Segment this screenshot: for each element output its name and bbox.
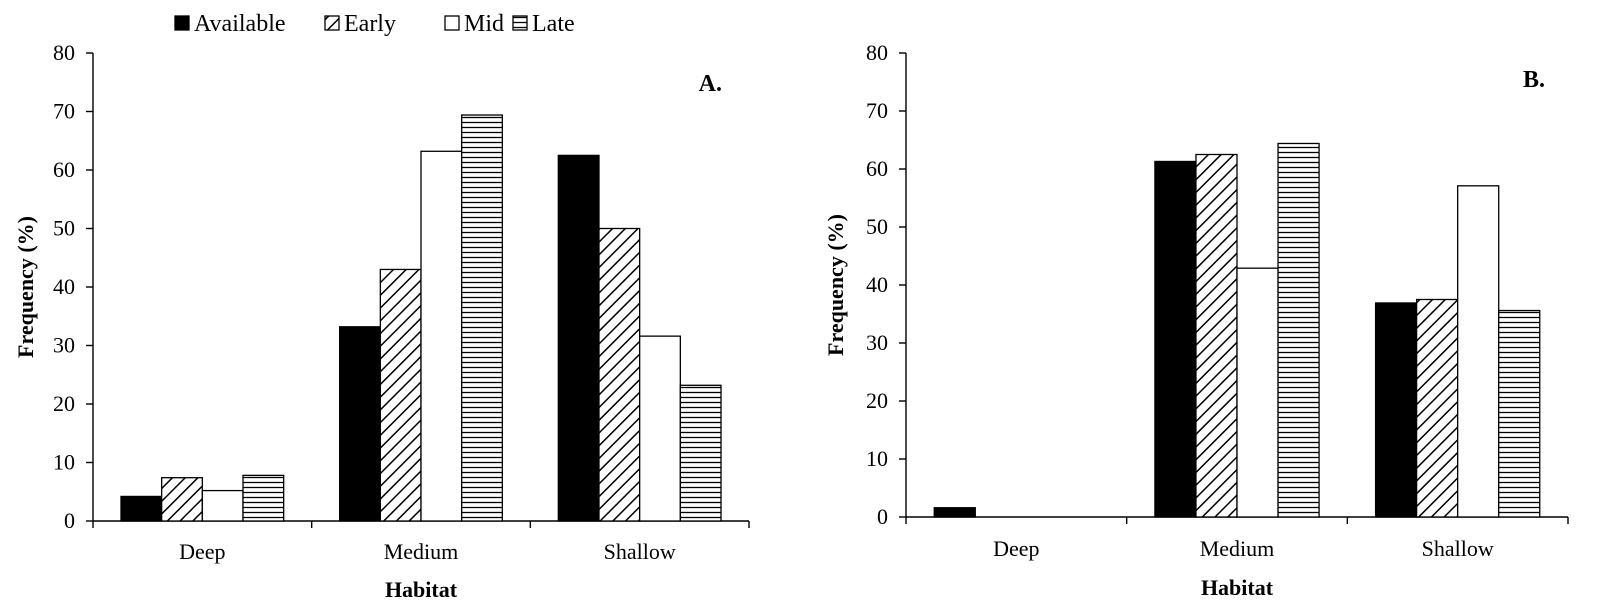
x-tick-label-medium: Medium	[1200, 536, 1275, 561]
y-tick-label: 0	[877, 504, 888, 529]
x-tick-label-deep: Deep	[179, 539, 225, 564]
y-axis-title: Frequency (%)	[13, 216, 38, 358]
y-axis-title: Frequency (%)	[823, 214, 848, 356]
x-tick-label-shallow: Shallow	[1422, 536, 1494, 561]
bar-early-shallow	[1415, 298, 1459, 518]
y-tick-label: 50	[866, 214, 888, 239]
x-tick-label-medium: Medium	[384, 539, 459, 564]
bar-early-shallow	[598, 227, 641, 522]
chart-panel-a: 0 10 20 30 40 50 60 70 80 Deep Medium Shallow Habita…	[13, 40, 750, 602]
y-tick-label: 50	[53, 216, 75, 241]
bar-early-medium	[379, 268, 422, 522]
legend-label-late: Late	[532, 11, 575, 37]
y-tick-label: 60	[866, 156, 888, 181]
x-tick-label-shallow: Shallow	[604, 539, 676, 564]
bar-available-shallow	[1374, 302, 1418, 518]
legend-item-late: Late	[512, 11, 575, 37]
bar-available-deep	[933, 507, 976, 518]
panel-label: B.	[1523, 67, 1545, 93]
y-tick-label: 30	[53, 333, 75, 358]
bar-available-shallow	[557, 154, 600, 522]
y-tick-label: 40	[53, 274, 75, 299]
x-axis-title: Habitat	[1201, 575, 1274, 600]
bar-available-medium	[1154, 160, 1197, 518]
y-tick-label: 70	[53, 99, 75, 124]
x-axis-title: Habitat	[385, 577, 458, 602]
legend-swatch-available	[174, 15, 190, 31]
y-tick-label: 40	[866, 272, 888, 297]
y-tick-label: 0	[64, 508, 75, 533]
legend-swatch-early	[324, 15, 340, 31]
bar-mid-shallow	[1457, 185, 1500, 518]
bar-mid-medium	[1236, 267, 1279, 518]
y-tick-label: 20	[53, 391, 75, 416]
bar-early-medium	[1195, 153, 1238, 518]
legend-label-available: Available	[194, 11, 286, 37]
y-tick-label: 60	[53, 157, 75, 182]
legend-swatch-late	[512, 15, 528, 31]
bar-early-deep	[161, 477, 203, 522]
bar-late-deep	[242, 474, 285, 522]
bar-available-medium	[339, 326, 381, 522]
bar-mid-shallow	[639, 335, 681, 522]
y-tick-label: 10	[53, 450, 75, 475]
bar-mid-medium	[420, 150, 463, 522]
y-tick-label: 20	[866, 388, 888, 413]
legend: Available Early Mid Late	[174, 11, 575, 37]
y-tick-label: 80	[53, 40, 75, 65]
chart-panel-b: 0 10 20 30 40 50 60 70 80 Deep Medium Shallow Habita…	[823, 40, 1569, 600]
y-tick-label: 70	[866, 98, 888, 123]
bar-late-shallow	[679, 384, 722, 522]
legend-swatch-mid	[444, 15, 460, 31]
x-tick-label-deep: Deep	[993, 536, 1039, 561]
legend-label-early: Early	[344, 11, 396, 37]
bar-available-deep	[120, 495, 163, 522]
bar-mid-deep	[201, 489, 244, 522]
y-tick-label: 30	[866, 330, 888, 355]
bar-late-medium	[1277, 142, 1320, 518]
panel-label: A.	[699, 71, 722, 97]
bar-late-shallow	[1498, 309, 1541, 518]
y-tick-label: 80	[866, 40, 888, 65]
y-tick-label: 10	[866, 446, 888, 471]
legend-item-early: Early	[324, 11, 396, 37]
legend-item-available: Available	[174, 11, 286, 37]
legend-label-mid: Mid	[464, 11, 504, 37]
bar-late-medium	[461, 114, 503, 522]
legend-item-mid: Mid	[444, 11, 504, 37]
